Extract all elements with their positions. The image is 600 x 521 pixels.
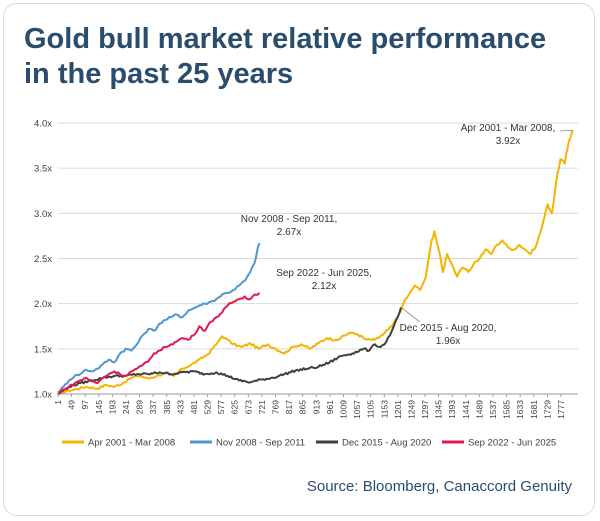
annotation-value: 2.67x	[277, 227, 301, 238]
x-tick-label: 1105	[366, 400, 376, 419]
x-tick-label: 1729	[542, 400, 552, 419]
chart-title-line-1: Gold bull market relative performance	[24, 23, 547, 55]
x-tick-label: 49	[67, 400, 77, 410]
annotation-label: Nov 2008 - Sep 2011,	[241, 214, 338, 225]
grid-lines	[58, 122, 578, 350]
x-tick-label: 769	[271, 400, 281, 414]
chart-title: Gold bull market relative performance in…	[24, 22, 564, 92]
legend-label-4: Sep 2022 - Jun 2025	[468, 438, 556, 449]
x-tick-label: 1057	[352, 400, 362, 419]
x-tick-label: 1249	[406, 400, 416, 419]
annotation-leader	[400, 306, 421, 323]
annotations: Apr 2001 - Mar 2008, 3.92x Nov 2008 - Sep …	[241, 123, 573, 347]
annotation-label: Apr 2001 - Mar 2008,	[461, 123, 556, 134]
annotation-label: Sep 2022 - Jun 2025,	[276, 268, 372, 279]
y-tick-label: 1.5x	[34, 344, 52, 355]
x-tick-label: 1153	[379, 400, 389, 419]
annotation-value: 3.92x	[496, 136, 520, 147]
x-tick-label: 1	[53, 400, 63, 405]
source-note: Source: Bloomberg, Canaccord Genuity	[306, 478, 572, 495]
x-tick-label: 721	[257, 400, 267, 414]
series-line-3	[57, 307, 402, 395]
chart-title-line-2: in the past 25 years	[24, 58, 294, 90]
legend-label-3: Dec 2015 - Aug 2020	[342, 438, 431, 449]
x-tick-label: 433	[175, 400, 185, 414]
axes: 1.0x 1.5x 2.0x 2.5x 3.0x 3.5x 4.0x 1 49 97 145 193 2…	[34, 119, 578, 419]
legend-label-1: Apr 2001 - Mar 2008	[88, 438, 175, 449]
x-tick-label: 961	[325, 400, 335, 414]
y-tick-label: 1.0x	[34, 390, 52, 401]
series-line-4	[57, 292, 261, 395]
y-tick-label: 3.5x	[34, 164, 52, 175]
x-tick-label: 337	[148, 400, 158, 414]
x-tick-label: 1297	[420, 400, 430, 419]
x-tick-label: 1777	[556, 400, 566, 419]
annotation-leader	[559, 129, 573, 132]
y-tick-label: 2.5x	[34, 254, 52, 265]
chart-card	[3, 3, 595, 516]
series-line-1	[57, 129, 574, 395]
series-lines	[57, 129, 574, 395]
x-tick-label: 1537	[488, 400, 498, 419]
x-tick-label: 1009	[338, 400, 348, 419]
x-tick-label: 289	[135, 400, 145, 414]
x-tick-label: 865	[298, 400, 308, 414]
series-line-2	[57, 242, 261, 394]
annotation-label: Dec 2015 - Aug 2020,	[400, 323, 497, 334]
x-tick-label: 1393	[447, 400, 457, 419]
x-tick-label: 625	[230, 400, 240, 414]
x-tick-label: 385	[162, 400, 172, 414]
x-tick-label: 1201	[393, 400, 403, 419]
x-tick-label: 481	[189, 400, 199, 414]
x-tick-label: 817	[284, 400, 294, 414]
x-tick-label: 913	[311, 400, 321, 414]
y-tick-label: 4.0x	[34, 119, 52, 130]
x-tick-label: 1345	[434, 400, 444, 419]
x-tick-label: 145	[94, 400, 104, 414]
x-tick-label: 529	[203, 400, 213, 414]
y-tick-label: 3.0x	[34, 209, 52, 220]
annotation-value: 2.12x	[312, 281, 336, 292]
x-tick-label: 1441	[461, 400, 471, 419]
legend-label-2: Nov 2008 - Sep 2011	[216, 438, 305, 449]
y-tick-label: 2.0x	[34, 299, 52, 310]
annotation-value: 1.96x	[436, 336, 460, 347]
x-tick-label: 97	[80, 400, 90, 410]
x-tick-label: 1489	[474, 400, 484, 419]
legend: Apr 2001 - Mar 2008 Nov 2008 - Sep 2011 De…	[62, 438, 556, 449]
x-tick-label: 577	[216, 400, 226, 414]
x-tick-label: 673	[243, 400, 253, 414]
x-tick-label: 1633	[515, 400, 525, 419]
x-tick-label: 193	[107, 400, 117, 414]
x-tick-label: 241	[121, 400, 131, 414]
x-tick-label: 1681	[529, 400, 539, 419]
x-tick-label: 1585	[502, 400, 512, 419]
